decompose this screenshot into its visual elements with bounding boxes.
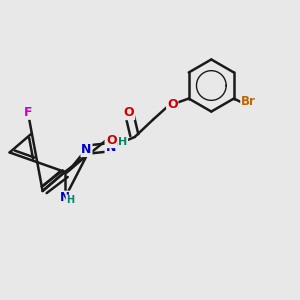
Text: O: O bbox=[124, 106, 134, 119]
Text: N: N bbox=[81, 143, 92, 156]
Text: O: O bbox=[167, 98, 178, 111]
Text: N: N bbox=[60, 191, 70, 205]
Text: H: H bbox=[66, 195, 74, 205]
Text: Br: Br bbox=[241, 94, 256, 108]
Text: F: F bbox=[24, 106, 32, 119]
Text: N: N bbox=[105, 141, 116, 154]
Text: H: H bbox=[118, 137, 127, 147]
Text: O: O bbox=[106, 134, 117, 147]
